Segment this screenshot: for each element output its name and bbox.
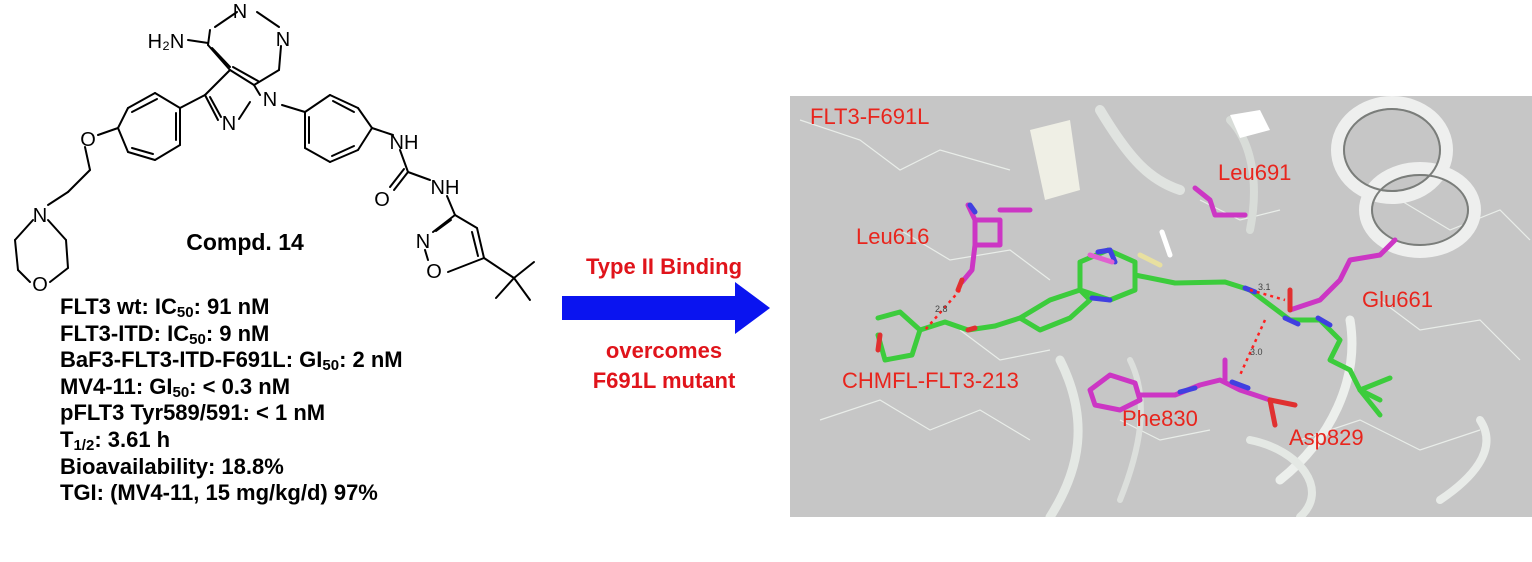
property-line: TGI: (MV4-11, 15 mg/kg/d) 97% bbox=[60, 480, 378, 506]
property-line: MV4-11: GI50: < 0.3 nM bbox=[60, 373, 291, 401]
label-phe830: Phe830 bbox=[1122, 406, 1198, 431]
distance-label-1: 2.8 bbox=[935, 304, 948, 314]
atom-o-isoxazole: O bbox=[426, 261, 442, 283]
atom-n-pyrazole-2: N bbox=[222, 113, 236, 135]
property-line: pFLT3 Tyr589/591: < 1 nM bbox=[60, 400, 326, 426]
property-line: T1/2: 3.61 h bbox=[60, 426, 171, 454]
property-line: BaF3-FLT3-ITD-F691L: GI50: 2 nM bbox=[60, 347, 403, 375]
label-leu691: Leu691 bbox=[1218, 160, 1291, 185]
arrow-label-top: Type II Binding bbox=[586, 254, 742, 279]
distance-label-2: 3.1 bbox=[1258, 282, 1271, 292]
atom-n-morpholine: N bbox=[33, 205, 47, 227]
chemical-structure bbox=[14, 11, 535, 301]
label-asp829: Asp829 bbox=[1289, 425, 1364, 450]
label-leu616: Leu616 bbox=[856, 224, 929, 249]
atom-n-top: N bbox=[233, 1, 247, 23]
distance-label-3: 3.0 bbox=[1250, 347, 1263, 357]
atom-nh2: H₂N bbox=[148, 31, 185, 53]
atom-n-isoxazole: N bbox=[416, 231, 430, 253]
atom-o-carbonyl: O bbox=[374, 189, 390, 211]
property-line: Bioavailability: 18.8% bbox=[60, 453, 284, 479]
binding-pocket-panel: 2.8 3.1 3.0 FLT3-F691L Leu691 Leu616 Glu… bbox=[790, 96, 1532, 517]
type-ii-arrow: Type II Binding overcomes F691L mutant bbox=[562, 254, 770, 393]
atom-nh-2: NH bbox=[431, 177, 460, 199]
atom-nh-1: NH bbox=[390, 132, 419, 154]
label-glu661: Glu661 bbox=[1362, 287, 1433, 312]
label-chmfl-flt3-213: CHMFL-FLT3-213 bbox=[842, 368, 1019, 393]
arrow-label-bottom-1: overcomes bbox=[606, 338, 722, 363]
label-flt3-f691l: FLT3-F691L bbox=[810, 104, 929, 129]
compound-label: Compd. 14 bbox=[186, 229, 304, 255]
residue-sticks bbox=[955, 185, 1398, 428]
hydrogen-bonds bbox=[924, 288, 1286, 376]
ligand-sticks bbox=[875, 247, 1393, 418]
helix-ribbon bbox=[1331, 96, 1481, 258]
atom-n-right: N bbox=[276, 29, 290, 51]
atom-n-pyrazole-1: N bbox=[263, 89, 277, 111]
atom-o-ether: O bbox=[80, 129, 96, 151]
properties-list: FLT3 wt: IC50: 91 nM FLT3-ITD: IC50: 9 n… bbox=[60, 294, 560, 507]
arrow-shape bbox=[562, 282, 770, 334]
atom-o-morpholine: O bbox=[32, 274, 48, 296]
arrow-label-bottom-2: F691L mutant bbox=[593, 368, 736, 393]
property-line: FLT3 wt: IC50: 91 nM bbox=[60, 294, 270, 321]
property-line: FLT3-ITD: IC50: 9 nM bbox=[60, 320, 270, 348]
atom-labels: N N H₂N N N O N O NH NH O N O bbox=[32, 1, 459, 296]
